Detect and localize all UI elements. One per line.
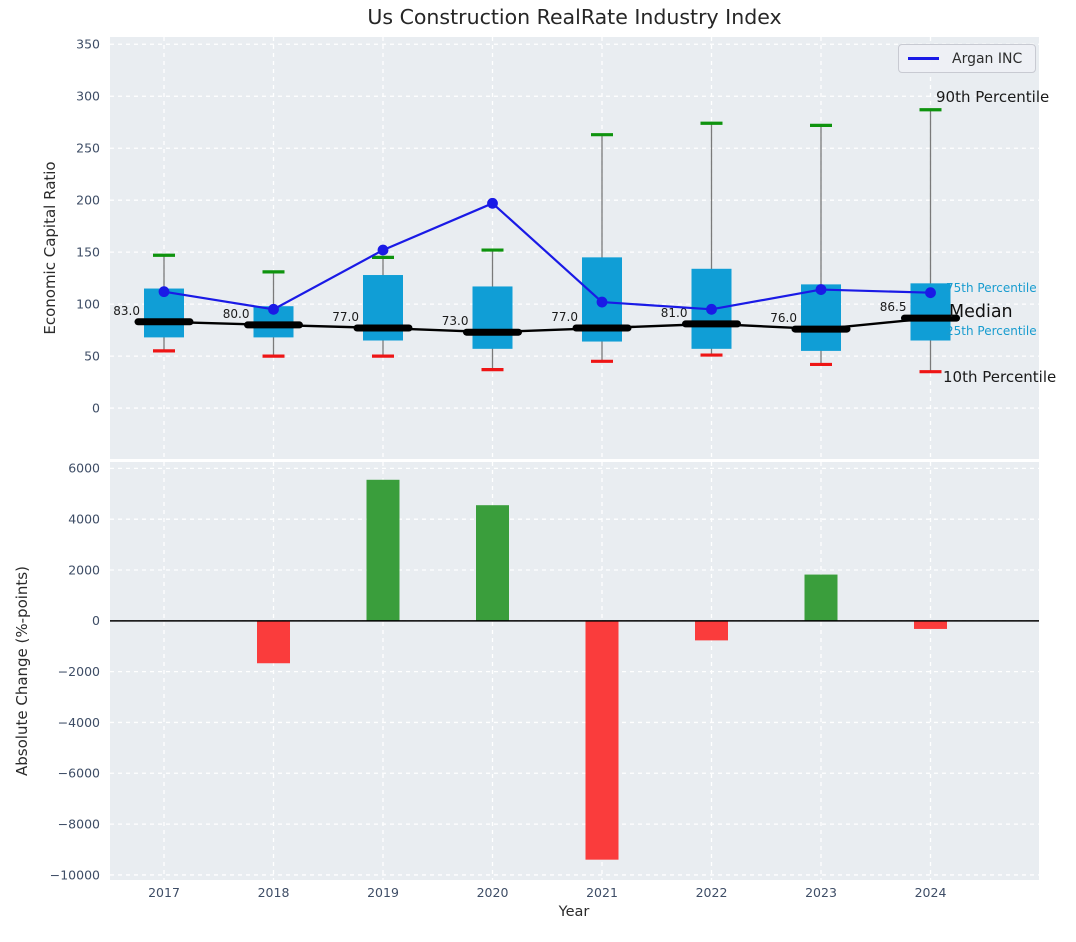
argan-marker	[158, 286, 170, 298]
median-value-label: 81.0	[661, 306, 688, 320]
argan-marker	[377, 244, 389, 256]
y-tick-label: −4000	[58, 715, 100, 730]
x-tick-label: 2021	[586, 885, 618, 900]
x-tick-label: 2023	[805, 885, 837, 900]
x-tick-label: 2022	[696, 885, 728, 900]
y-tick-label: 100	[76, 297, 100, 312]
y-axis-label-top: Economic Capital Ratio	[41, 161, 59, 335]
median-value-label: 73.0	[442, 314, 469, 328]
y-tick-label: 250	[76, 141, 100, 156]
median-value-label: 76.0	[770, 311, 797, 325]
median-value-label: 77.0	[332, 310, 359, 324]
median-value-label: 80.0	[223, 307, 250, 321]
change-bar	[804, 574, 838, 621]
y-tick-label: −8000	[58, 816, 100, 831]
legend-line-swatch	[908, 57, 939, 60]
argan-marker	[925, 287, 936, 299]
annotation-90th-percentile: 90th Percentile	[936, 88, 1050, 106]
change-bar	[257, 620, 290, 664]
x-axis-label: Year	[558, 904, 590, 920]
x-tick-label: 2018	[258, 885, 290, 900]
chart-title: Us Construction RealRate Industry Index	[367, 5, 782, 29]
legend: Argan INC	[898, 44, 1036, 73]
y-tick-label: 0	[92, 400, 100, 415]
annotation-10th-percentile: 10th Percentile	[943, 368, 1057, 386]
y-tick-label: −10000	[50, 867, 100, 882]
argan-marker	[596, 296, 608, 308]
annotation-median: Median	[949, 302, 1013, 322]
argan-marker	[815, 284, 827, 295]
y-tick-label: 200	[76, 193, 100, 208]
x-tick-label: 2024	[915, 885, 947, 900]
y-tick-label: 4000	[68, 512, 100, 527]
y-tick-label: −6000	[58, 766, 100, 781]
x-tick-label: 2020	[477, 885, 509, 900]
y-tick-label: 0	[92, 613, 100, 628]
y-tick-label: 50	[84, 348, 100, 363]
y-tick-label: 6000	[68, 461, 100, 476]
annotation-25th-percentile: 25th Percentile	[946, 324, 1037, 338]
change-bar	[695, 620, 728, 641]
argan-marker	[487, 197, 498, 209]
change-bar	[366, 479, 400, 621]
y-tick-label: −2000	[58, 664, 100, 679]
change-bar	[914, 620, 947, 629]
median-value-label: 77.0	[551, 310, 578, 324]
annotation-75th-percentile: 75th Percentile	[946, 281, 1037, 295]
x-tick-label: 2019	[367, 885, 399, 900]
median-value-label: 83.0	[113, 304, 140, 318]
y-tick-label: 150	[76, 245, 100, 260]
median-value-label: 86.5	[880, 300, 907, 314]
y-tick-label: 350	[76, 37, 100, 52]
change-bar	[585, 620, 619, 860]
x-tick-label: 2017	[148, 885, 180, 900]
change-bar	[476, 505, 509, 621]
argan-marker	[268, 303, 279, 315]
argan-line	[163, 202, 931, 311]
argan-marker	[706, 303, 717, 315]
y-tick-label: 2000	[68, 562, 100, 577]
y-tick-label: 300	[76, 89, 100, 104]
axes-background	[110, 37, 1039, 459]
iqr-box	[472, 286, 513, 349]
y-axis-label-bottom: Absolute Change (%-points)	[13, 566, 31, 776]
legend-label: Argan INC	[952, 50, 1023, 67]
iqr-box	[801, 284, 841, 351]
